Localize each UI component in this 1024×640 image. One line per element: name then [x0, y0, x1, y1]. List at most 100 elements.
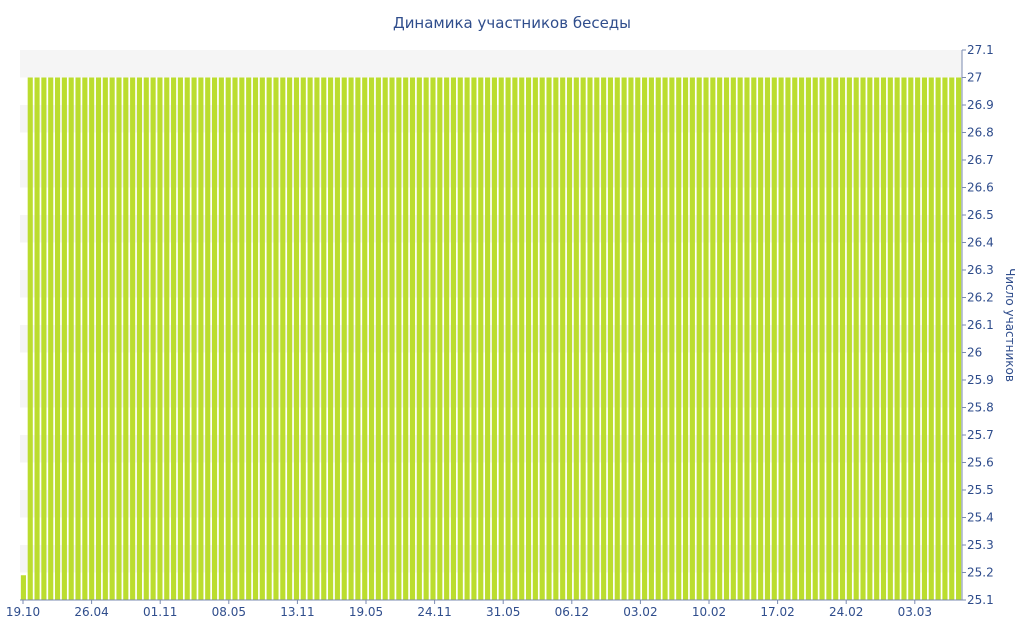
- bar: [689, 77, 695, 600]
- y-axis-label: Число участников: [1003, 268, 1017, 382]
- bar: [368, 77, 375, 600]
- bar: [512, 77, 518, 600]
- y-tick-label: 26.2: [967, 291, 994, 305]
- bar: [580, 77, 586, 600]
- bar: [846, 77, 852, 600]
- bar: [177, 77, 183, 600]
- grid-band: [20, 105, 962, 133]
- bar: [300, 77, 306, 600]
- x-tick-label: 24.02: [829, 605, 863, 619]
- x-tick-label: 19.10: [6, 605, 40, 619]
- bar: [566, 77, 573, 600]
- bar: [205, 77, 211, 600]
- bar: [908, 77, 914, 600]
- bar: [89, 77, 95, 600]
- grid-band: [20, 545, 962, 573]
- y-tick-label: 26.8: [967, 126, 994, 140]
- y-tick-label: 26.7: [967, 153, 994, 167]
- bar: [348, 77, 354, 600]
- bar: [143, 77, 149, 600]
- bar: [450, 77, 457, 600]
- bar: [525, 77, 532, 600]
- bar: [280, 77, 286, 600]
- bar: [553, 77, 559, 600]
- bar: [102, 77, 108, 600]
- bar: [34, 77, 40, 600]
- grid-band: [20, 242, 962, 270]
- bar: [778, 77, 784, 600]
- bar: [696, 77, 702, 600]
- bar: [682, 77, 689, 600]
- x-tick-label: 17.02: [760, 605, 794, 619]
- bar: [771, 77, 777, 600]
- x-tick-label: 08.05: [212, 605, 246, 619]
- y-tick-label: 25.1: [967, 593, 994, 607]
- y-tick-label: 25.5: [967, 483, 994, 497]
- bar: [799, 77, 805, 600]
- bar: [812, 77, 818, 600]
- bar: [41, 77, 47, 600]
- bar: [191, 77, 197, 600]
- grid-band: [20, 517, 962, 545]
- grid-band: [20, 352, 962, 380]
- bar: [150, 77, 156, 600]
- bar: [730, 77, 736, 600]
- bar: [648, 77, 654, 600]
- bar: [601, 77, 607, 600]
- bar: [423, 77, 429, 600]
- bar: [676, 77, 682, 600]
- grid-band: [20, 50, 962, 78]
- grid-band: [20, 435, 962, 463]
- bar: [198, 77, 204, 600]
- bar: [314, 77, 320, 600]
- bar: [560, 77, 566, 600]
- bar: [880, 77, 887, 600]
- bar: [218, 77, 224, 600]
- bar: [935, 77, 941, 600]
- bar: [409, 77, 416, 600]
- bar: [171, 77, 177, 600]
- x-tick-label: 03.03: [898, 605, 932, 619]
- x-tick-label: 01.11: [143, 605, 177, 619]
- bar: [833, 77, 839, 600]
- bar: [901, 77, 907, 600]
- bar: [48, 77, 54, 600]
- bar: [764, 77, 771, 600]
- bar: [723, 77, 730, 600]
- x-tick-label: 13.11: [280, 605, 314, 619]
- bar: [928, 77, 934, 600]
- bar: [444, 77, 450, 600]
- bar: [396, 77, 402, 600]
- bar: [607, 77, 614, 600]
- y-tick-label: 25.2: [967, 566, 994, 580]
- y-axis-ticks: 25.1 25.2 25.3 25.4 25.5 25.6 25.7 25.8 25.9 26 26…: [962, 43, 994, 607]
- bar: [478, 77, 484, 600]
- bar: [655, 77, 661, 600]
- bar: [853, 77, 859, 600]
- grid-band: [20, 270, 962, 298]
- bar: [758, 77, 764, 600]
- bar: [375, 77, 381, 600]
- grid-band: [20, 572, 962, 600]
- bar: [109, 77, 115, 600]
- grid-band: [20, 380, 962, 408]
- x-tick-label: 06.12: [555, 605, 589, 619]
- bar: [751, 77, 757, 600]
- bar: [437, 77, 443, 600]
- grid-band: [20, 462, 962, 490]
- y-tick-label: 27: [967, 71, 982, 85]
- y-tick-label: 25.7: [967, 428, 994, 442]
- bar: [239, 77, 245, 600]
- y-tick-label: 25.3: [967, 538, 994, 552]
- bar: [273, 77, 279, 600]
- bar: [464, 77, 470, 600]
- y-tick-label: 26.4: [967, 236, 994, 250]
- y-tick-label: 25.6: [967, 456, 994, 470]
- bar: [942, 77, 948, 600]
- bar: [519, 77, 525, 600]
- bar: [546, 77, 552, 600]
- bar: [921, 77, 928, 600]
- bar: [157, 77, 163, 600]
- bar: [287, 77, 293, 600]
- bar: [430, 77, 436, 600]
